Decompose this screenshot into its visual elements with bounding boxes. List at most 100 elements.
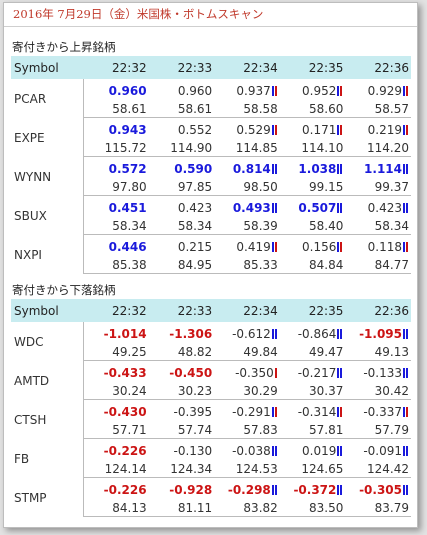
change-value: 1.038 <box>298 162 337 176</box>
table-row-price: 115.72 114.90 114.85 114.10 114.20 <box>11 140 411 157</box>
change-cell: -0.226 <box>83 439 149 462</box>
table-row-price: 84.13 81.11 83.82 83.50 83.79 <box>11 500 411 517</box>
section-title-rising: 寄付きから上昇銘柄 <box>12 40 116 54</box>
table-row-change: NXPI 0.446 0.215 0.419 0.156 0.118 <box>11 234 411 274</box>
table-row-change: AMTD -0.433 -0.450 -0.350 -0.217 -0.133 <box>11 360 411 400</box>
change-value: 0.937 <box>236 84 271 98</box>
trend-bar-icon <box>271 164 278 174</box>
price-cell: 58.34 <box>345 218 411 235</box>
price-cell: 99.37 <box>345 179 411 196</box>
change-cell: -0.350 <box>214 361 280 384</box>
column-header-time: 22:32 <box>83 56 149 79</box>
change-cell: 0.493 <box>214 196 280 219</box>
change-value: 0.118 <box>367 240 402 254</box>
trend-bar-icon <box>403 446 409 456</box>
change-value: -0.337 <box>363 405 402 419</box>
stock-symbol: WDC <box>11 322 84 361</box>
falling-stocks-table: Symbol 22:32 22:33 22:34 22:35 22:36 WDC… <box>11 299 411 517</box>
change-cell: -0.291 <box>214 400 280 423</box>
change-value: 1.114 <box>364 162 402 176</box>
column-header-time: 22:36 <box>345 299 411 322</box>
change-value: -1.014 <box>103 327 147 341</box>
trend-bar-icon <box>337 242 343 252</box>
price-cell: 58.34 <box>83 218 149 235</box>
change-value: 0.572 <box>108 162 147 176</box>
price-cell: 57.74 <box>148 422 215 439</box>
column-header-time: 22:32 <box>83 299 149 322</box>
price-cell: 114.85 <box>214 140 280 157</box>
change-cell: -0.130 <box>149 439 215 462</box>
change-cell: -0.430 <box>83 400 149 423</box>
price-cell: 97.85 <box>148 179 215 196</box>
table-row-change: WDC -1.014 -1.306 -0.612 -0.864 -1.095 <box>11 322 411 361</box>
change-cell: -0.217 <box>280 361 346 384</box>
change-value: 0.590 <box>174 162 213 176</box>
change-cell: 0.572 <box>83 157 149 180</box>
trend-bar-icon <box>271 203 278 213</box>
change-value: -0.091 <box>363 444 402 458</box>
trend-bar-icon <box>403 164 409 174</box>
change-value: -1.306 <box>169 327 213 341</box>
change-value: 0.019 <box>302 444 337 458</box>
trend-bar-icon <box>403 329 409 339</box>
price-cell: 58.57 <box>345 101 411 118</box>
price-cell: 85.33 <box>214 257 280 274</box>
table-body: WDC -1.014 -1.306 -0.612 -0.864 -1.095 49.25 48… <box>11 322 411 517</box>
change-value: -0.430 <box>103 405 147 419</box>
change-value: 0.423 <box>177 201 213 215</box>
change-cell: 0.929 <box>345 79 411 101</box>
column-header-time: 22:34 <box>214 299 280 322</box>
price-cell: 83.50 <box>279 500 346 517</box>
change-value: 0.219 <box>367 123 402 137</box>
trend-bar-icon <box>337 125 343 135</box>
trend-bar-icon <box>271 125 278 135</box>
stock-symbol: SBUX <box>11 195 84 235</box>
price-cell: 84.84 <box>279 257 346 274</box>
change-value: -0.433 <box>103 366 147 380</box>
price-cell: 49.13 <box>345 344 411 361</box>
stock-symbol: NXPI <box>11 234 84 274</box>
section-title-falling: 寄付きから下落銘柄 <box>12 283 116 297</box>
trend-bar-icon <box>337 329 343 339</box>
price-cell: 58.58 <box>214 101 280 118</box>
change-value: -0.350 <box>235 366 274 380</box>
change-cell: 0.507 <box>280 196 346 219</box>
table-row-change: FB -0.226 -0.130 -0.038 0.019 -0.091 <box>11 438 411 478</box>
change-value: 0.423 <box>367 201 402 215</box>
trend-bar-icon <box>337 446 343 456</box>
trend-bar-icon <box>271 86 278 96</box>
trend-bar-icon <box>337 407 343 417</box>
table-row-change: PCAR 0.960 0.960 0.937 0.952 0.929 <box>11 79 411 118</box>
price-cell: 84.95 <box>148 257 215 274</box>
change-value: 0.215 <box>177 240 213 254</box>
trend-bar-icon <box>271 242 278 252</box>
change-cell: -1.095 <box>345 322 411 344</box>
price-cell: 98.50 <box>214 179 280 196</box>
price-cell: 83.79 <box>345 500 411 517</box>
stock-symbol: STMP <box>11 477 84 517</box>
table-row-change: WYNN 0.572 0.590 0.814 1.038 1.114 <box>11 156 411 196</box>
trend-bar-icon <box>337 203 343 213</box>
price-cell: 58.39 <box>214 218 280 235</box>
trend-bar-icon <box>403 368 409 378</box>
table-row-change: STMP -0.226 -0.928 -0.298 -0.372 -0.305 <box>11 477 411 517</box>
stock-symbol: EXPE <box>11 117 84 157</box>
change-value: 0.419 <box>236 240 271 254</box>
table-body: PCAR 0.960 0.960 0.937 0.952 0.929 58.61 58.61 5… <box>11 79 411 274</box>
change-cell: -0.337 <box>345 400 411 423</box>
trend-bar-icon <box>403 203 409 213</box>
price-cell: 124.42 <box>345 461 411 478</box>
price-cell: 124.14 <box>83 461 149 478</box>
price-cell: 30.24 <box>83 383 149 400</box>
table-row-price: 124.14 124.34 124.53 124.65 124.42 <box>11 461 411 478</box>
price-cell: 99.15 <box>279 179 346 196</box>
price-cell: 30.23 <box>148 383 215 400</box>
column-header-symbol: Symbol <box>11 299 83 322</box>
trend-bar-icon <box>403 125 409 135</box>
trend-bar-icon <box>271 407 278 417</box>
change-value: 0.451 <box>108 201 147 215</box>
change-cell: 0.156 <box>280 235 346 258</box>
column-header-time: 22:33 <box>148 299 215 322</box>
price-cell: 57.83 <box>214 422 280 439</box>
stock-symbol: WYNN <box>11 156 84 196</box>
